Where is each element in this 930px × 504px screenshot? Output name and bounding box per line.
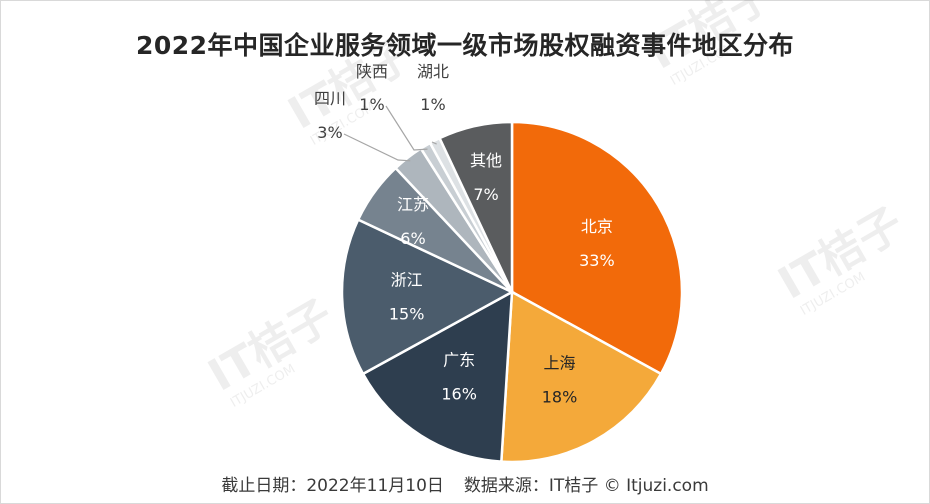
leader-line [431, 141, 437, 145]
slice-labels: 北京 33% 上海 18% 广东 16% 浙江 15% 江苏 6% 四川 3% 陕西 1% 湖北 1% 其他 7% [314, 62, 615, 406]
slice-value-label: 15% [389, 304, 425, 323]
slice-value-label: 16% [441, 384, 477, 403]
slice-value-label: 1% [359, 95, 384, 114]
slice-category-label: 浙江 [391, 270, 423, 289]
pie-slice [510, 120, 684, 376]
slice-value-label: 6% [400, 229, 425, 248]
footer-source: 数据来源：IT桔子 © Itjuzi.com [463, 476, 709, 496]
footer-date: 截止日期：2022年11月10日 [221, 476, 444, 496]
slice-value-label: 3% [317, 123, 342, 142]
leader-line [385, 105, 428, 151]
leader-line [343, 133, 411, 162]
chart-footer: 截止日期：2022年11月10日 数据来源：IT桔子 © Itjuzi.com [0, 471, 930, 496]
pie-slices [340, 120, 684, 464]
slice-category-label: 陕西 [356, 62, 388, 81]
slice-category-label: 北京 [581, 217, 613, 236]
pie-slice [437, 120, 514, 293]
pie-slice [499, 289, 663, 464]
slice-category-label: 广东 [443, 350, 475, 369]
slice-category-label: 四川 [314, 89, 346, 108]
leader-lines [343, 105, 437, 162]
slice-category-label: 上海 [543, 353, 575, 372]
pie-slice [340, 217, 515, 376]
slice-value-label: 1% [420, 95, 445, 114]
slice-category-label: 江苏 [397, 195, 429, 214]
pie-slice [361, 289, 514, 463]
slice-category-label: 其他 [470, 151, 502, 170]
slice-category-label: 湖北 [417, 62, 449, 81]
slice-value-label: 7% [473, 185, 498, 204]
chart-title: 2022年中国企业服务领域一级市场股权融资事件地区分布 [135, 31, 795, 60]
slice-value-label: 18% [542, 387, 578, 406]
slice-value-label: 33% [579, 251, 615, 270]
